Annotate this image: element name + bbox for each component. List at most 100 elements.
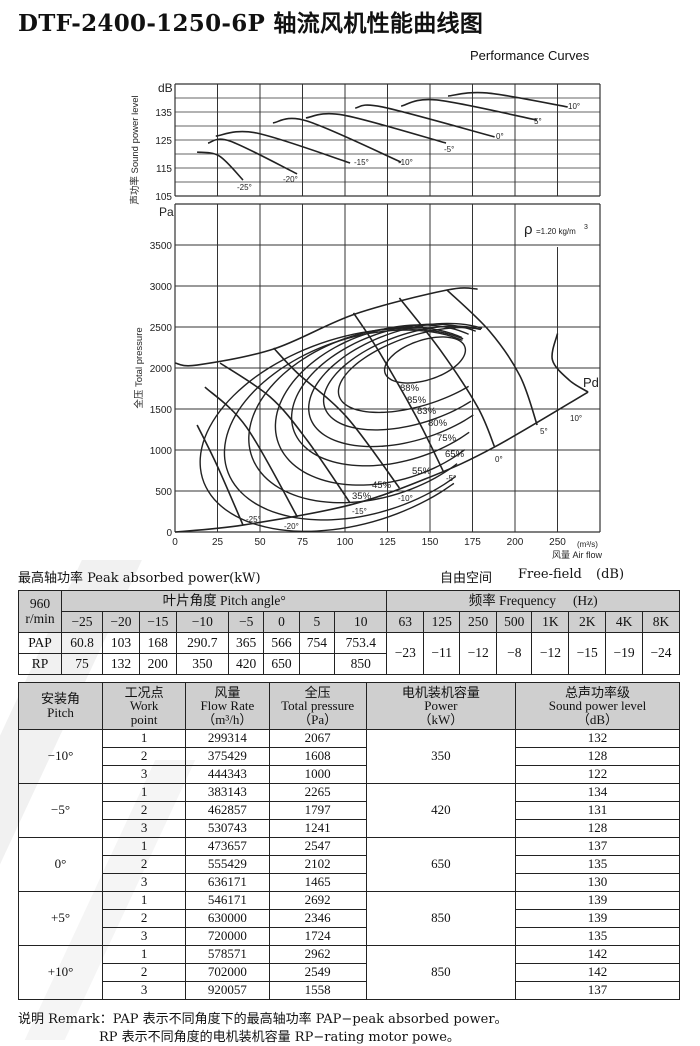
work-point-cell: 3 (102, 927, 187, 946)
xtick-label: 250 (549, 537, 566, 548)
remark-line-2: RP 表示不同角度的电机装机容量 RP−rating motor powe。 (99, 1030, 460, 1045)
xtick-label: 150 (422, 537, 439, 548)
power-cell: 650 (365, 837, 516, 892)
total-pressure-cell: 1724 (268, 927, 367, 946)
freq-correction-value: −11 (423, 632, 461, 675)
pressure-yunit: Pa (159, 205, 174, 219)
sound-level-cell: 128 (514, 819, 681, 838)
sound-ytick-label: 105 (155, 192, 172, 203)
flow-rate-cell: 555429 (185, 855, 270, 874)
sound-level-cell: 135 (514, 855, 681, 874)
xtick-label: 75 (297, 537, 309, 548)
sound-curve-label: -10° (398, 158, 413, 167)
pap-value: 365 (227, 632, 265, 654)
table-row: 2 375429 1608 128 (19, 747, 681, 766)
frequency-cell: 8K (642, 611, 680, 633)
efficiency-contour-45% (223, 329, 463, 521)
sound-curve--15° (215, 130, 351, 164)
flow-rate-cell: 530743 (185, 819, 270, 838)
flow-rate-cell: 299314 (185, 729, 270, 748)
performance-chart: 1051151251350500100015002000250030003500… (129, 81, 603, 560)
pitch-curve-0° (398, 297, 496, 448)
pitch-angle-cell: −5 (227, 611, 265, 633)
total-pressure-cell: 2102 (268, 855, 367, 874)
column-header-line: Flow Rate (200, 698, 255, 714)
chart-subtitle: Performance Curves (470, 48, 590, 63)
frequency-cell: 125 (423, 611, 461, 633)
pitch-angle-cell: −25 (60, 611, 104, 633)
sound-level-cell: 132 (514, 729, 681, 748)
flow-rate-cell: 375429 (185, 747, 270, 766)
column-header-line: 风量 (214, 684, 241, 700)
sound-level-cell: 139 (514, 909, 681, 928)
work-point-cell: 2 (102, 747, 187, 766)
speed-value: 960 (29, 595, 51, 611)
work-point-table: 安装角 Pitch 工况点 Work point 风量 Flow Rate （m³/h） 全压 T… (17, 682, 681, 1000)
column-header-line: （kW） (418, 711, 464, 727)
power-cell: 850 (365, 891, 516, 946)
xtick-label: 50 (254, 537, 266, 548)
frequency-cell: 500 (496, 611, 533, 633)
column-header: 总声功率级 Sound power level （dB） (514, 682, 681, 730)
sound-level-cell: 142 (514, 963, 681, 982)
table-row: 3 720000 1724 135 (19, 927, 681, 946)
table-row: 3 920057 1558 137 (19, 981, 681, 1000)
column-header-line: 总声功率级 (564, 684, 630, 700)
total-pressure-cell: 1558 (268, 981, 367, 1000)
sound-curve-label: 10° (568, 102, 580, 111)
sound-curve-label: 5° (534, 117, 542, 126)
table-row: 2 555429 2102 135 (19, 855, 681, 874)
table1-caption-freefield-cn: 自由空间 (440, 571, 493, 586)
peak-power-table: 960 r/min 叶片角度 Pitch angle° 频率 Frequency … (18, 590, 680, 675)
column-header-line: Pitch (47, 705, 74, 720)
pressure-ytick-label: 3500 (150, 241, 173, 252)
pressure-ytick-label: 1500 (150, 405, 173, 416)
efficiency-label: 75% (437, 433, 457, 444)
speed-unit: r/min (25, 610, 55, 626)
table-row: +10° 1 578571 2962 850 142 (17, 945, 681, 1000)
work-point-cell: 2 (102, 909, 187, 928)
sound-curve-0° (355, 104, 495, 138)
column-header-line: Power (424, 698, 458, 714)
sound-curve-10° (447, 91, 568, 108)
table1-caption-freefield-en: Free-field (518, 567, 582, 582)
sound-curve-label: -15° (354, 158, 369, 167)
density-exponent: 3 (584, 224, 588, 231)
pitch-curve-label: -20° (284, 522, 299, 531)
pressure-ytick-label: 0 (166, 528, 172, 539)
efficiency-contour-85% (337, 326, 481, 414)
pressure-ytick-label: 3000 (150, 282, 173, 293)
table1-caption-db: (dB) (596, 567, 625, 582)
sound-level-cell: 142 (514, 945, 681, 964)
flow-rate-cell: 383143 (185, 783, 270, 802)
pitch-curve--15° (219, 362, 351, 504)
total-pressure-cell: 2265 (268, 783, 367, 802)
pitch-cell: −10° (17, 729, 104, 784)
frequency-unit: (Hz) (572, 592, 598, 608)
work-point-cell: 3 (102, 873, 187, 892)
work-point-cell: 1 (102, 945, 187, 964)
sound-level-cell: 131 (514, 801, 681, 820)
column-header-line: 工况点 (124, 684, 164, 700)
rp-label: RP (18, 653, 62, 675)
efficiency-label: 65% (445, 449, 465, 460)
column-header: 安装角 Pitch (17, 682, 104, 730)
freq-correction-value: −24 (642, 632, 680, 675)
table-row: 2 702000 2549 142 (19, 963, 681, 982)
rp-value: 200 (138, 653, 177, 675)
rp-value (298, 653, 336, 675)
total-pressure-cell: 1000 (268, 765, 367, 784)
xtick-label: 0 (172, 537, 178, 548)
xtick-label: 25 (212, 537, 224, 548)
total-pressure-cell: 2549 (268, 963, 367, 982)
flow-rate-cell: 920057 (185, 981, 270, 1000)
pitch-cell: +10° (17, 945, 104, 1000)
total-pressure-cell: 2547 (268, 837, 367, 856)
flow-rate-cell: 444343 (185, 765, 270, 784)
flow-rate-cell: 462857 (185, 801, 270, 820)
table-row: 2 462857 1797 131 (19, 801, 681, 820)
efficiency-label: 80% (428, 418, 448, 429)
total-pressure-cell: 1797 (268, 801, 367, 820)
total-pressure-cell: 2962 (268, 945, 367, 964)
remark-line-1: 说明 Remark：PAP 表示不同角度下的最高轴功率 PAP−peak abs… (18, 1012, 508, 1027)
